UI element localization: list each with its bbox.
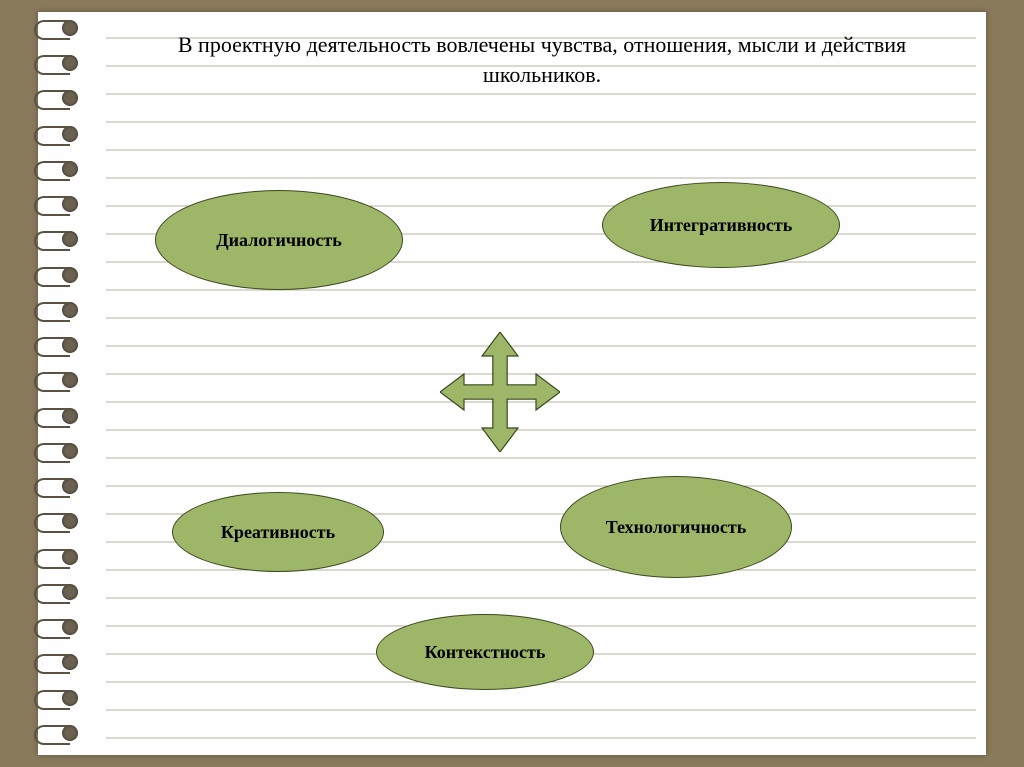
- four-way-arrow-icon: [440, 332, 560, 452]
- title-text: В проектную деятельность вовлечены чувст…: [178, 32, 906, 87]
- spiral-binding: [62, 14, 90, 754]
- concept-label: Интегративность: [650, 215, 793, 236]
- concept-label: Креативность: [221, 522, 335, 543]
- concept-label: Диалогичность: [216, 230, 341, 251]
- concept-integrative: Интегративность: [602, 182, 840, 268]
- concept-dialogic: Диалогичность: [155, 190, 403, 290]
- concept-label: Контекстность: [425, 642, 546, 663]
- concept-context: Контекстность: [376, 614, 594, 690]
- concept-creativity: Креативность: [172, 492, 384, 572]
- concept-technology: Технологичность: [560, 476, 792, 578]
- slide-background: В проектную деятельность вовлечены чувст…: [0, 0, 1024, 767]
- slide-title: В проектную деятельность вовлечены чувст…: [120, 30, 964, 89]
- concept-label: Технологичность: [606, 517, 747, 538]
